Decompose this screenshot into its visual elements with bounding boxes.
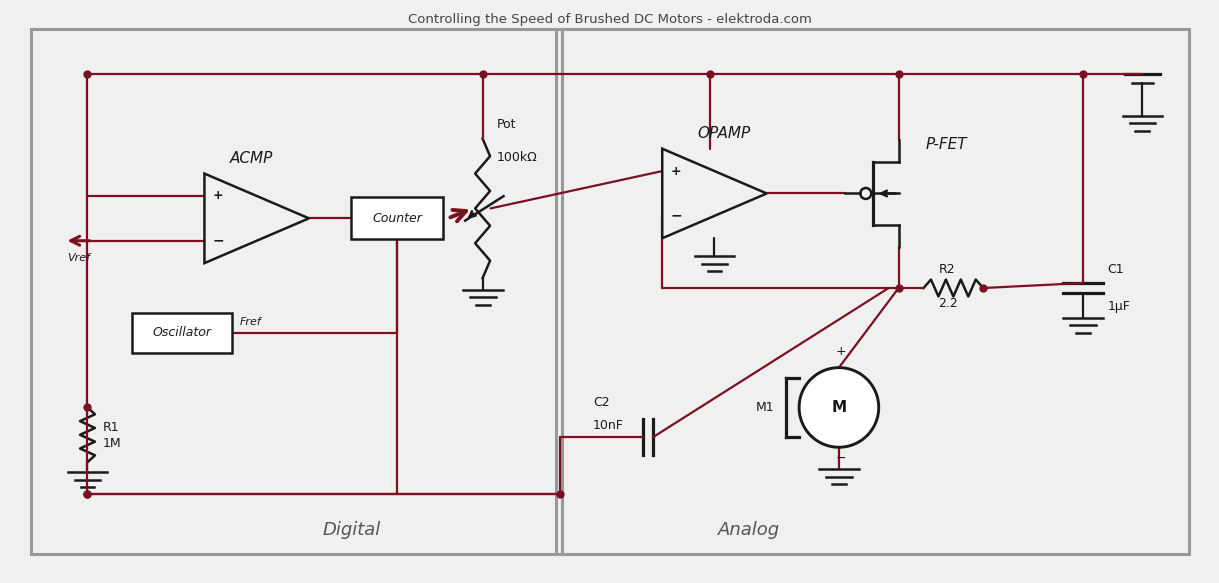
- Text: Digital: Digital: [322, 521, 380, 539]
- Text: ACMP: ACMP: [230, 150, 273, 166]
- Polygon shape: [662, 149, 767, 238]
- Text: 1μF: 1μF: [1108, 300, 1130, 313]
- Bar: [133, 313, 232, 353]
- Text: C2: C2: [594, 396, 610, 409]
- Text: Vref: Vref: [67, 252, 90, 263]
- Text: 2.2: 2.2: [939, 297, 958, 310]
- Bar: [351, 198, 442, 239]
- Text: Pot: Pot: [496, 118, 516, 131]
- Text: P-FET: P-FET: [925, 136, 967, 152]
- Bar: [556, 29, 1190, 554]
- Text: Fref: Fref: [240, 317, 262, 327]
- Text: R2: R2: [939, 263, 954, 276]
- Text: 10nF: 10nF: [594, 419, 624, 433]
- Text: R1
1M: R1 1M: [102, 421, 121, 450]
- Text: C1: C1: [1108, 263, 1124, 276]
- Text: Analog: Analog: [718, 521, 780, 539]
- Circle shape: [800, 368, 879, 447]
- Text: +: +: [670, 164, 681, 178]
- Polygon shape: [205, 174, 308, 263]
- Text: M1: M1: [756, 401, 774, 414]
- Text: M: M: [831, 400, 846, 415]
- Text: −: −: [212, 234, 224, 248]
- Text: −: −: [670, 209, 681, 223]
- Text: +: +: [213, 189, 223, 202]
- Text: +: +: [835, 345, 846, 358]
- Text: Oscillator: Oscillator: [152, 326, 212, 339]
- Text: −: −: [836, 452, 846, 465]
- Bar: [30, 29, 562, 554]
- Text: 100kΩ: 100kΩ: [496, 150, 538, 164]
- Text: Controlling the Speed of Brushed DC Motors - elektroda.com: Controlling the Speed of Brushed DC Moto…: [407, 13, 812, 26]
- Text: OPAMP: OPAMP: [697, 126, 751, 141]
- Text: Counter: Counter: [372, 212, 422, 225]
